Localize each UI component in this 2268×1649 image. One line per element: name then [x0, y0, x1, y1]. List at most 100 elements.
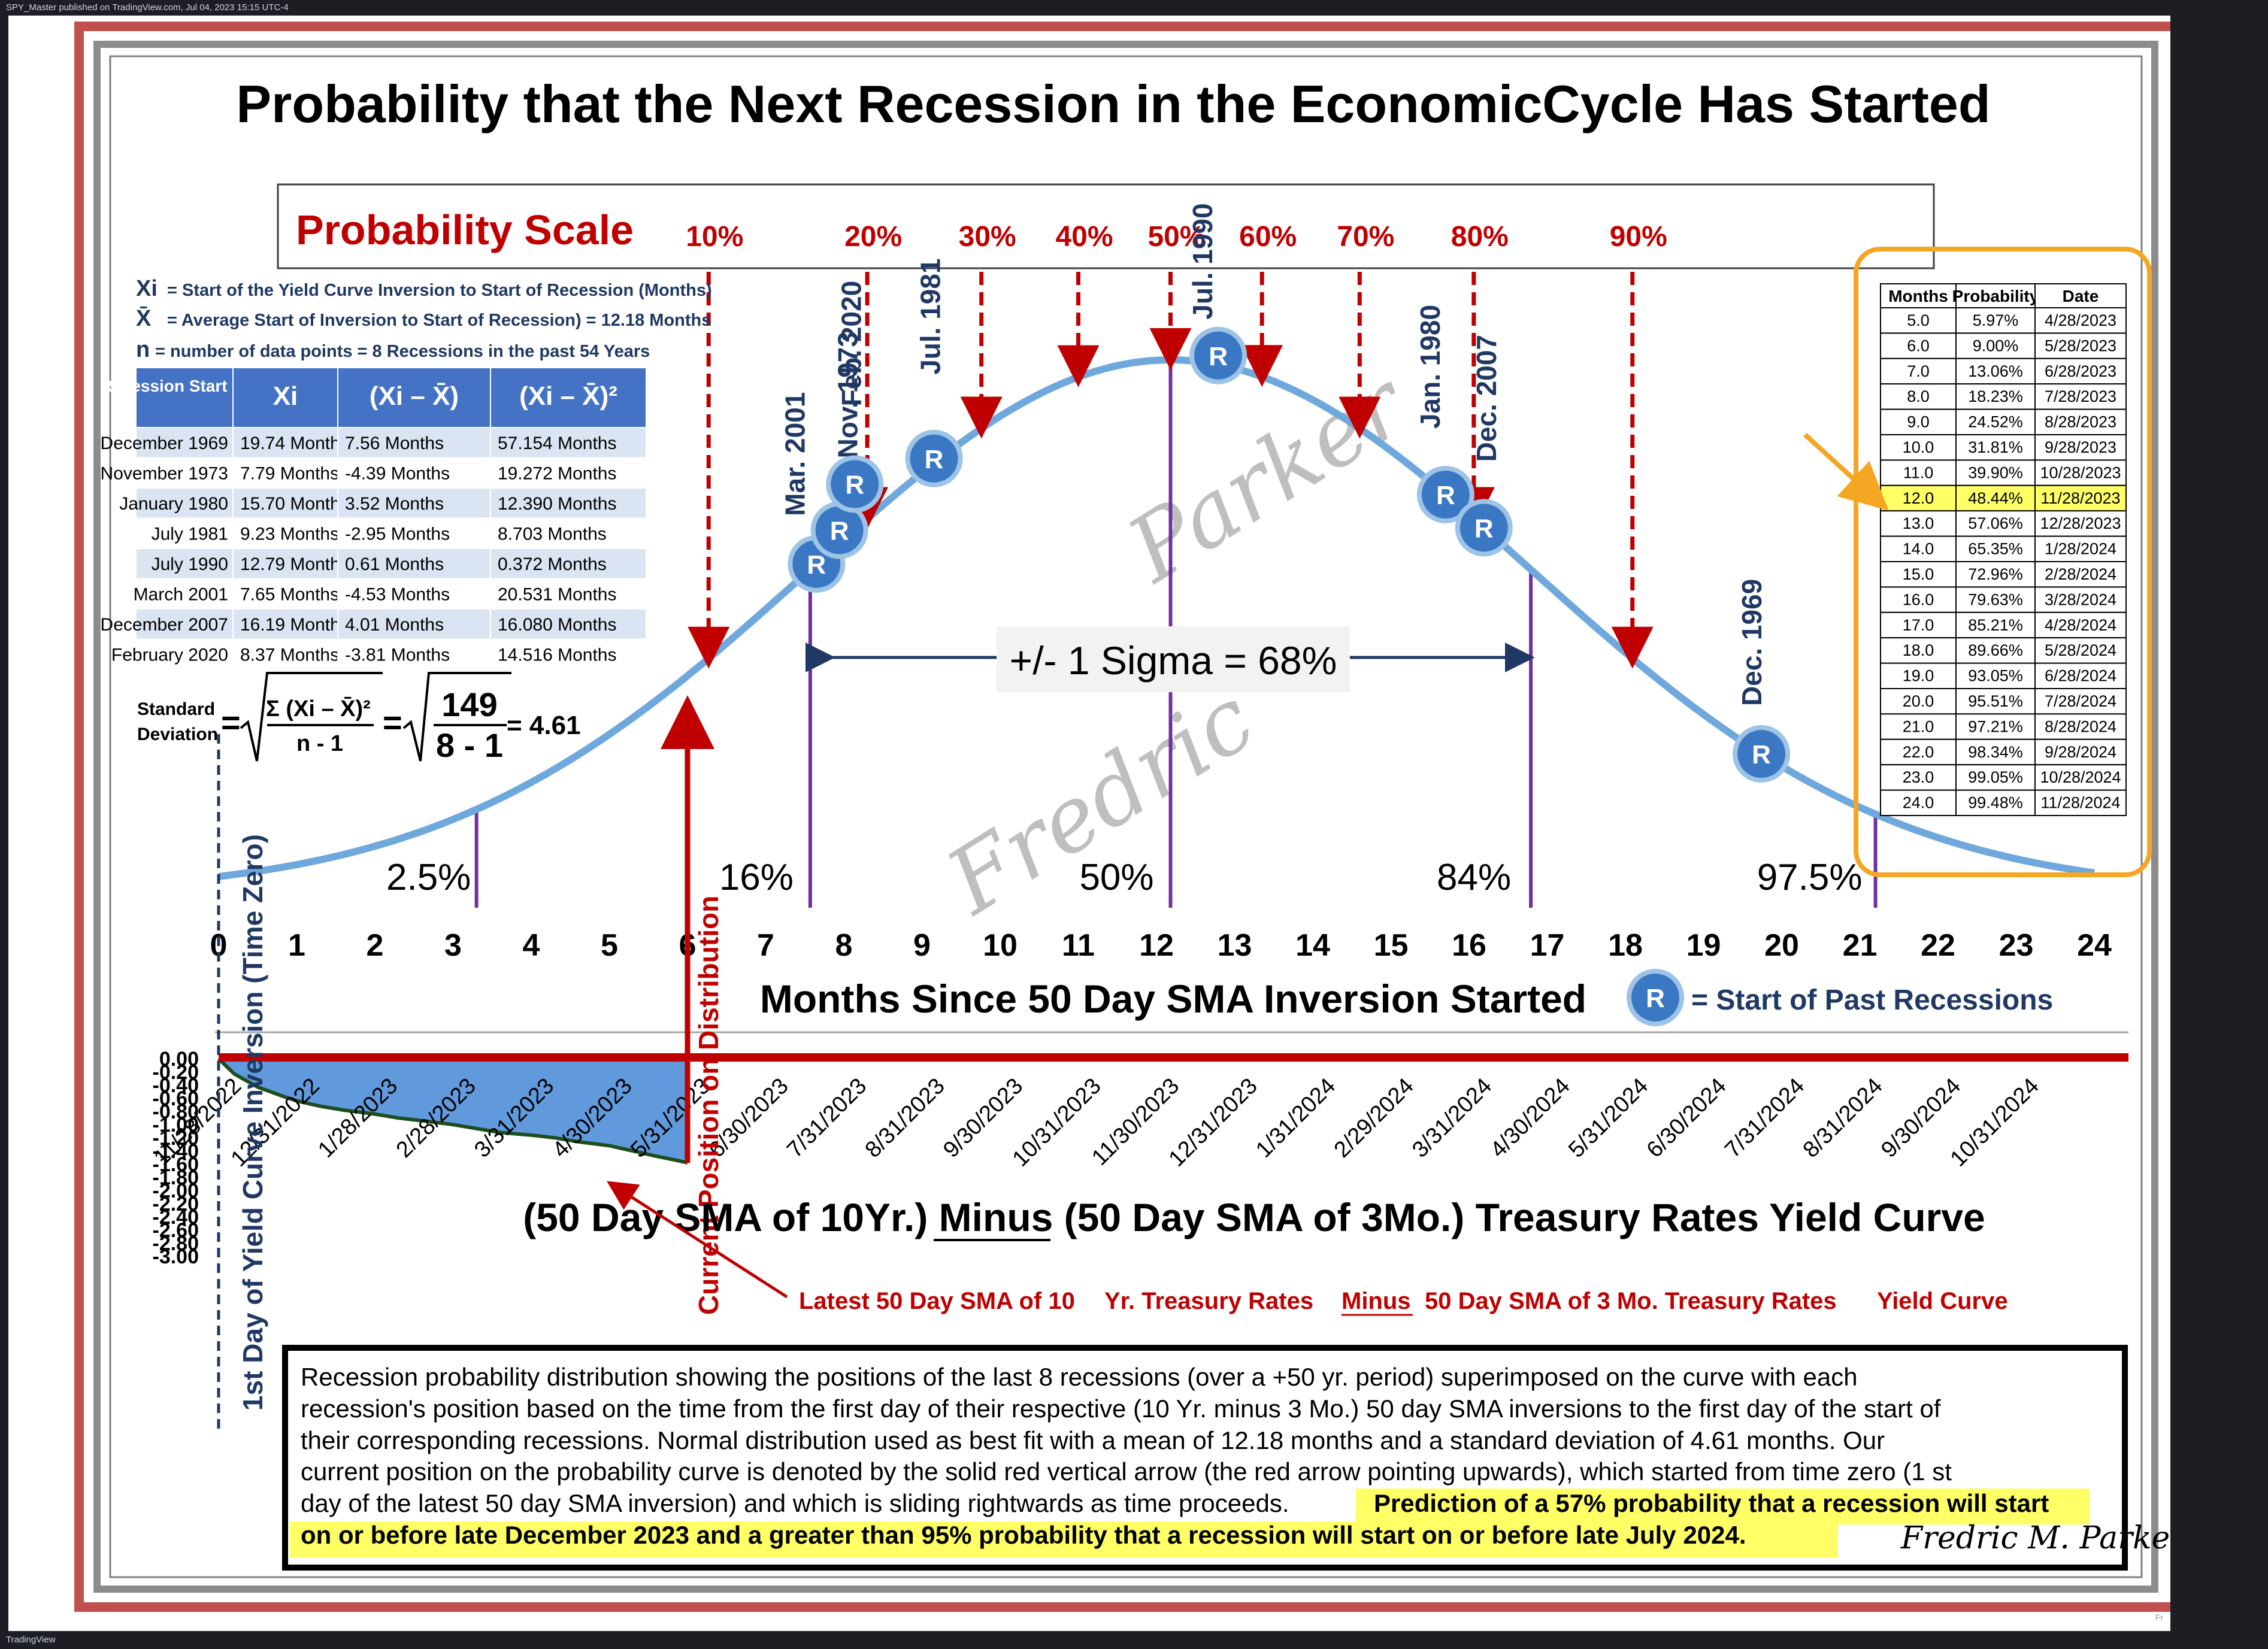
- ptable-cell-5-2: 9/28/2023: [2045, 438, 2116, 456]
- ptable-cell-bg-14-1: [1955, 662, 2036, 689]
- recession-marker-6: [1455, 499, 1513, 557]
- ptable-cell-bg-4-2: [2034, 408, 2127, 435]
- x-tick-13: 13: [1218, 928, 1252, 963]
- outer-frame: [74, 22, 2170, 1612]
- ptable-cell-12-0: 17.0: [1903, 616, 1934, 634]
- ptable-cell-1-2: 5/28/2023: [2045, 337, 2116, 354]
- highlight-2: [290, 1521, 1838, 1557]
- std-result: = 4.61: [507, 711, 581, 740]
- ptable-cell-3-2: 7/28/2023: [2045, 387, 2116, 405]
- ptable-header-1: Probability: [1952, 287, 2039, 305]
- recession-marker-r-6: R: [1474, 514, 1494, 543]
- rtable-cell-5-3: 20.531 Months: [498, 585, 616, 605]
- ptable-cell-18-1: 99.05%: [1968, 768, 2023, 786]
- chart-title: Probability that the Next Recession in t…: [236, 74, 1990, 134]
- rtable-cell-7-1: 8.37 Months: [240, 645, 339, 665]
- ptable-cell-19-0: 24.0: [1903, 794, 1934, 812]
- rtable-cell-0-0: December 1969: [101, 434, 228, 453]
- ptable-cell-14-2: 6/28/2024: [2045, 667, 2116, 685]
- std-den: n - 1: [296, 731, 343, 756]
- rtable-cell-5-1: 7.65 Months: [240, 585, 339, 605]
- rtable-cell-bg-2-2: [337, 487, 491, 519]
- recession-marker-4: [1189, 326, 1247, 384]
- ptable-cell-bg-19-0: [1880, 789, 1957, 816]
- description-line6: on or before late December 2023 and a gr…: [301, 1521, 1746, 1549]
- ptable-cell-bg-8-1: [1955, 510, 2036, 537]
- ptable-cell-bg-4-0: [1880, 408, 1957, 435]
- legend-marker-r: R: [1646, 984, 1665, 1013]
- ptable-cell-bg-13-1: [1955, 637, 2036, 664]
- table-highlight-arrow: [1803, 433, 1889, 511]
- x-tick-15: 15: [1374, 928, 1409, 963]
- ptable-cell-bg-3-0: [1880, 383, 1957, 410]
- ptable-cell-17-2: 9/28/2024: [2045, 743, 2116, 761]
- def-n: = number of data points = 8 Recessions i…: [155, 342, 650, 361]
- ptable-cell-7-2: 11/28/2023: [2040, 489, 2120, 507]
- y-tick-15: -3.00: [153, 1245, 199, 1268]
- rtable-cell-bg-6-2: [337, 608, 491, 640]
- ptable-cell-8-0: 13.0: [1903, 514, 1934, 532]
- table-highlight-frame: [1854, 247, 2152, 877]
- std-eq-1: =: [221, 704, 241, 741]
- y-tick-4: -0.80: [153, 1101, 199, 1123]
- rtable-cell-bg-5-2: [337, 578, 491, 610]
- ptable-cell-10-0: 15.0: [1903, 565, 1934, 583]
- ptable-header-cell-0: [1880, 283, 1957, 308]
- description-line5b: Prediction of a 57% probability that a r…: [1374, 1489, 2049, 1517]
- ptable-cell-3-1: 18.23%: [1968, 387, 2023, 405]
- recession-label-3: Jul. 1981: [915, 258, 946, 374]
- ptable-cell-bg-6-0: [1880, 459, 1957, 486]
- ptable-cell-11-0: 16.0: [1903, 590, 1934, 608]
- y-tick-8: -1.60: [153, 1153, 199, 1176]
- rtable-header-2: (Xi – X̄): [370, 381, 459, 411]
- std-eq-2: =: [383, 704, 402, 741]
- rtable-cell-5-0: March 2001: [134, 585, 228, 605]
- annotation-b: Yr. Treasury Rates: [1104, 1288, 1313, 1314]
- rtable-cell-bg-7-2: [337, 638, 491, 670]
- ptable-cell-7-0: 12.0: [1903, 489, 1934, 507]
- x-tick-1: 1: [288, 928, 305, 963]
- x-tick-8: 8: [835, 928, 853, 963]
- rtable-cell-bg-7-3: [490, 638, 647, 670]
- ptable-cell-13-2: 5/28/2024: [2045, 641, 2116, 659]
- publish-line: SPY_Master published on TradingView.com,…: [6, 2, 289, 13]
- rtable-cell-bg-7-1: [232, 638, 338, 670]
- ptable-cell-bg-17-0: [1880, 738, 1957, 766]
- ptable-cell-4-1: 24.52%: [1968, 413, 2023, 431]
- rtable-cell-2-1: 15.70 Months: [240, 494, 349, 514]
- ptable-cell-bg-15-1: [1955, 688, 2036, 715]
- ptable-cell-bg-16-2: [2034, 713, 2127, 740]
- y-tick-10: -2.00: [153, 1180, 199, 1202]
- ptable-cell-bg-2-2: [2034, 357, 2127, 385]
- ptable-cell-5-0: 10.0: [1903, 438, 1934, 456]
- sigma-label-0: 2.5%: [386, 857, 471, 898]
- date-label-9: 8/31/2023: [861, 1074, 950, 1163]
- recession-label-0: Mar. 2001: [779, 392, 810, 516]
- probability-scale-title: Probability Scale: [296, 207, 634, 253]
- x-tick-7: 7: [757, 928, 774, 963]
- recession-marker-5: [1416, 466, 1474, 524]
- inner-frame: [93, 41, 2158, 1593]
- ptable-cell-6-2: 10/28/2023: [2040, 463, 2121, 481]
- ptable-cell-bg-1-1: [1955, 332, 2036, 359]
- ptable-cell-1-0: 6.0: [1907, 337, 1930, 354]
- rtable-cell-7-0: February 2020: [111, 645, 228, 665]
- ptable-cell-5-1: 31.81%: [1968, 438, 2023, 456]
- def-xbar-sym: X̄: [136, 306, 152, 331]
- probability-scale-box: [277, 183, 1935, 269]
- date-label-17: 4/30/2024: [1486, 1074, 1575, 1163]
- x-tick-14: 14: [1295, 928, 1330, 963]
- ptable-cell-0-1: 5.97%: [1973, 311, 2019, 329]
- x-tick-24: 24: [2077, 928, 2112, 963]
- rtable-cell-bg-5-0: [135, 578, 234, 610]
- ptable-cell-15-2: 7/28/2024: [2045, 692, 2116, 710]
- sigma-text: +/- 1 Sigma = 68%: [1010, 638, 1337, 683]
- rtable-cell-3-3: 8.703 Months: [498, 525, 607, 544]
- y-tick-6: -1.20: [153, 1127, 199, 1150]
- recession-marker-r-3: R: [925, 445, 944, 474]
- rtable-cell-6-2: 4.01 Months: [345, 615, 444, 635]
- recession-marker-r-4: R: [1209, 342, 1228, 371]
- ptable-header-cell-2: [2034, 283, 2127, 308]
- annotation-c: Minus: [1342, 1288, 1411, 1314]
- description-line5a: day of the latest 50 day SMA inversion) …: [301, 1489, 1289, 1517]
